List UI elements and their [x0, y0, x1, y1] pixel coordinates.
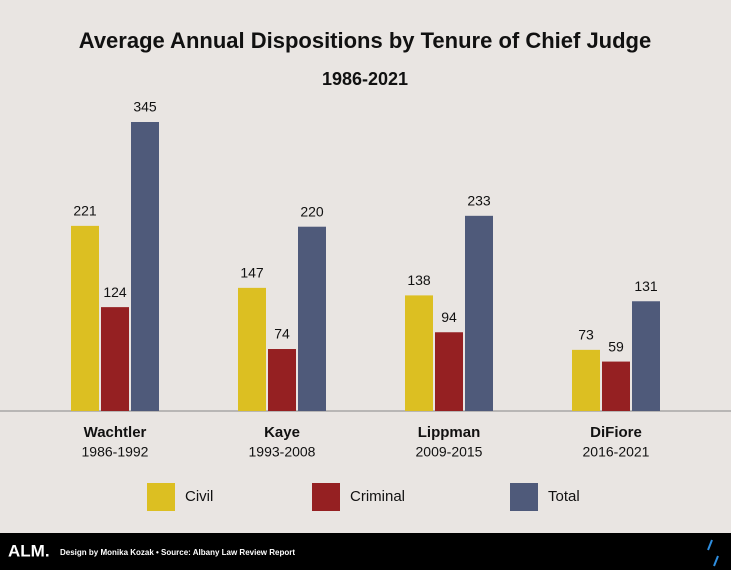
value-label: 74	[274, 326, 290, 342]
legend-label: Total	[548, 488, 580, 505]
value-label: 147	[240, 265, 264, 281]
bar	[101, 307, 129, 411]
bar	[131, 122, 159, 411]
category-label: DiFiore	[590, 424, 642, 441]
category-period: 1993-2008	[249, 444, 316, 460]
value-label: 138	[407, 272, 431, 288]
value-label: 233	[467, 193, 491, 209]
decoration	[707, 539, 713, 551]
bar	[435, 332, 463, 411]
category-label: Kaye	[264, 424, 300, 441]
bar	[465, 215, 493, 411]
value-label: 131	[634, 278, 658, 294]
chart-title: Average Annual Dispositions by Tenure of…	[79, 28, 651, 53]
footer-logo: ALM.	[8, 541, 50, 560]
legend-swatch	[147, 483, 175, 511]
value-label: 59	[608, 338, 624, 354]
legend-label: Civil	[185, 488, 213, 505]
chart-subtitle: 1986-2021	[322, 69, 408, 89]
value-label: 345	[133, 99, 157, 115]
footer-credit: Design by Monika Kozak • Source: Albany …	[60, 548, 295, 557]
decoration	[713, 555, 719, 567]
bar	[632, 301, 660, 411]
category-period: 1986-1992	[82, 444, 149, 460]
legend-label: Criminal	[350, 488, 405, 505]
value-label: 124	[103, 284, 127, 300]
footer-bar	[0, 533, 731, 570]
value-label: 220	[300, 203, 324, 219]
bar	[572, 349, 600, 411]
value-label: 221	[73, 203, 97, 219]
bar	[405, 295, 433, 411]
category-period: 2009-2015	[416, 444, 483, 460]
value-label: 94	[441, 309, 457, 325]
legend-swatch	[510, 483, 538, 511]
category-label: Lippman	[418, 424, 481, 441]
bar	[238, 287, 266, 411]
category-period: 2016-2021	[583, 444, 650, 460]
bar	[298, 226, 326, 411]
bar	[268, 349, 296, 411]
legend-swatch	[312, 483, 340, 511]
value-label: 73	[578, 327, 594, 343]
bar	[602, 361, 630, 411]
category-label: Wachtler	[84, 424, 147, 441]
bar	[71, 225, 99, 411]
